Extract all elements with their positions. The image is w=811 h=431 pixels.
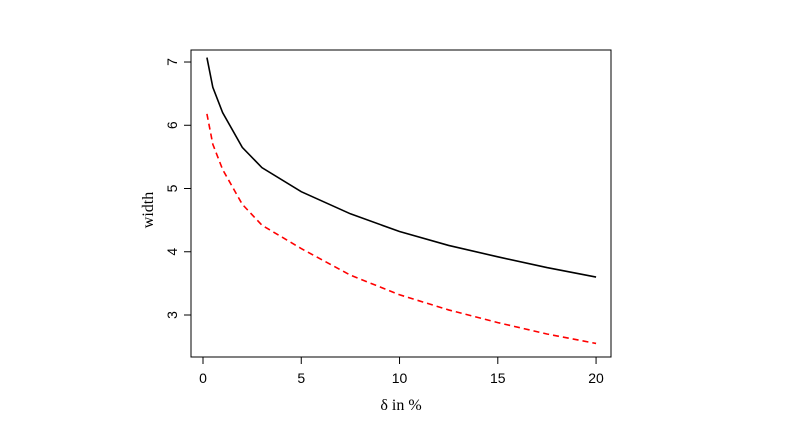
plot-frame [190, 49, 612, 358]
data-line [206, 113, 597, 345]
x-tick-label: 10 [392, 370, 408, 386]
y-tick-label: 7 [164, 58, 180, 66]
y-tick-label: 5 [164, 184, 180, 192]
y-tick-label: 6 [164, 121, 180, 129]
y-tick-label: 4 [164, 248, 180, 256]
x-tick-label: 15 [490, 370, 506, 386]
x-tick-label: 5 [297, 370, 305, 386]
y-axis-label: width [140, 192, 157, 228]
x-tick-label: 20 [588, 370, 604, 386]
data-line [206, 57, 597, 278]
y-tick-label: 3 [164, 311, 180, 319]
x-axis-label: δ in % [380, 397, 421, 414]
x-tick-label: 0 [199, 370, 207, 386]
